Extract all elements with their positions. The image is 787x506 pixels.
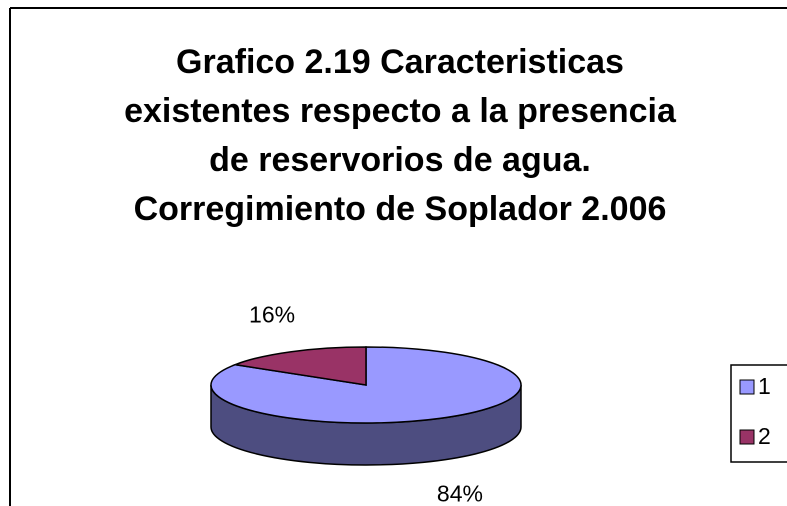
legend-swatch [739,429,755,445]
data-label: 16% [249,302,295,328]
legend-label: 1 [758,373,771,399]
legend-swatch [739,379,755,395]
data-label: 84% [437,480,483,506]
pie-slice [232,346,367,386]
chart-title: Grafico 2.19 Caracteristicas existentes … [124,43,676,228]
legend-label: 2 [758,423,771,449]
